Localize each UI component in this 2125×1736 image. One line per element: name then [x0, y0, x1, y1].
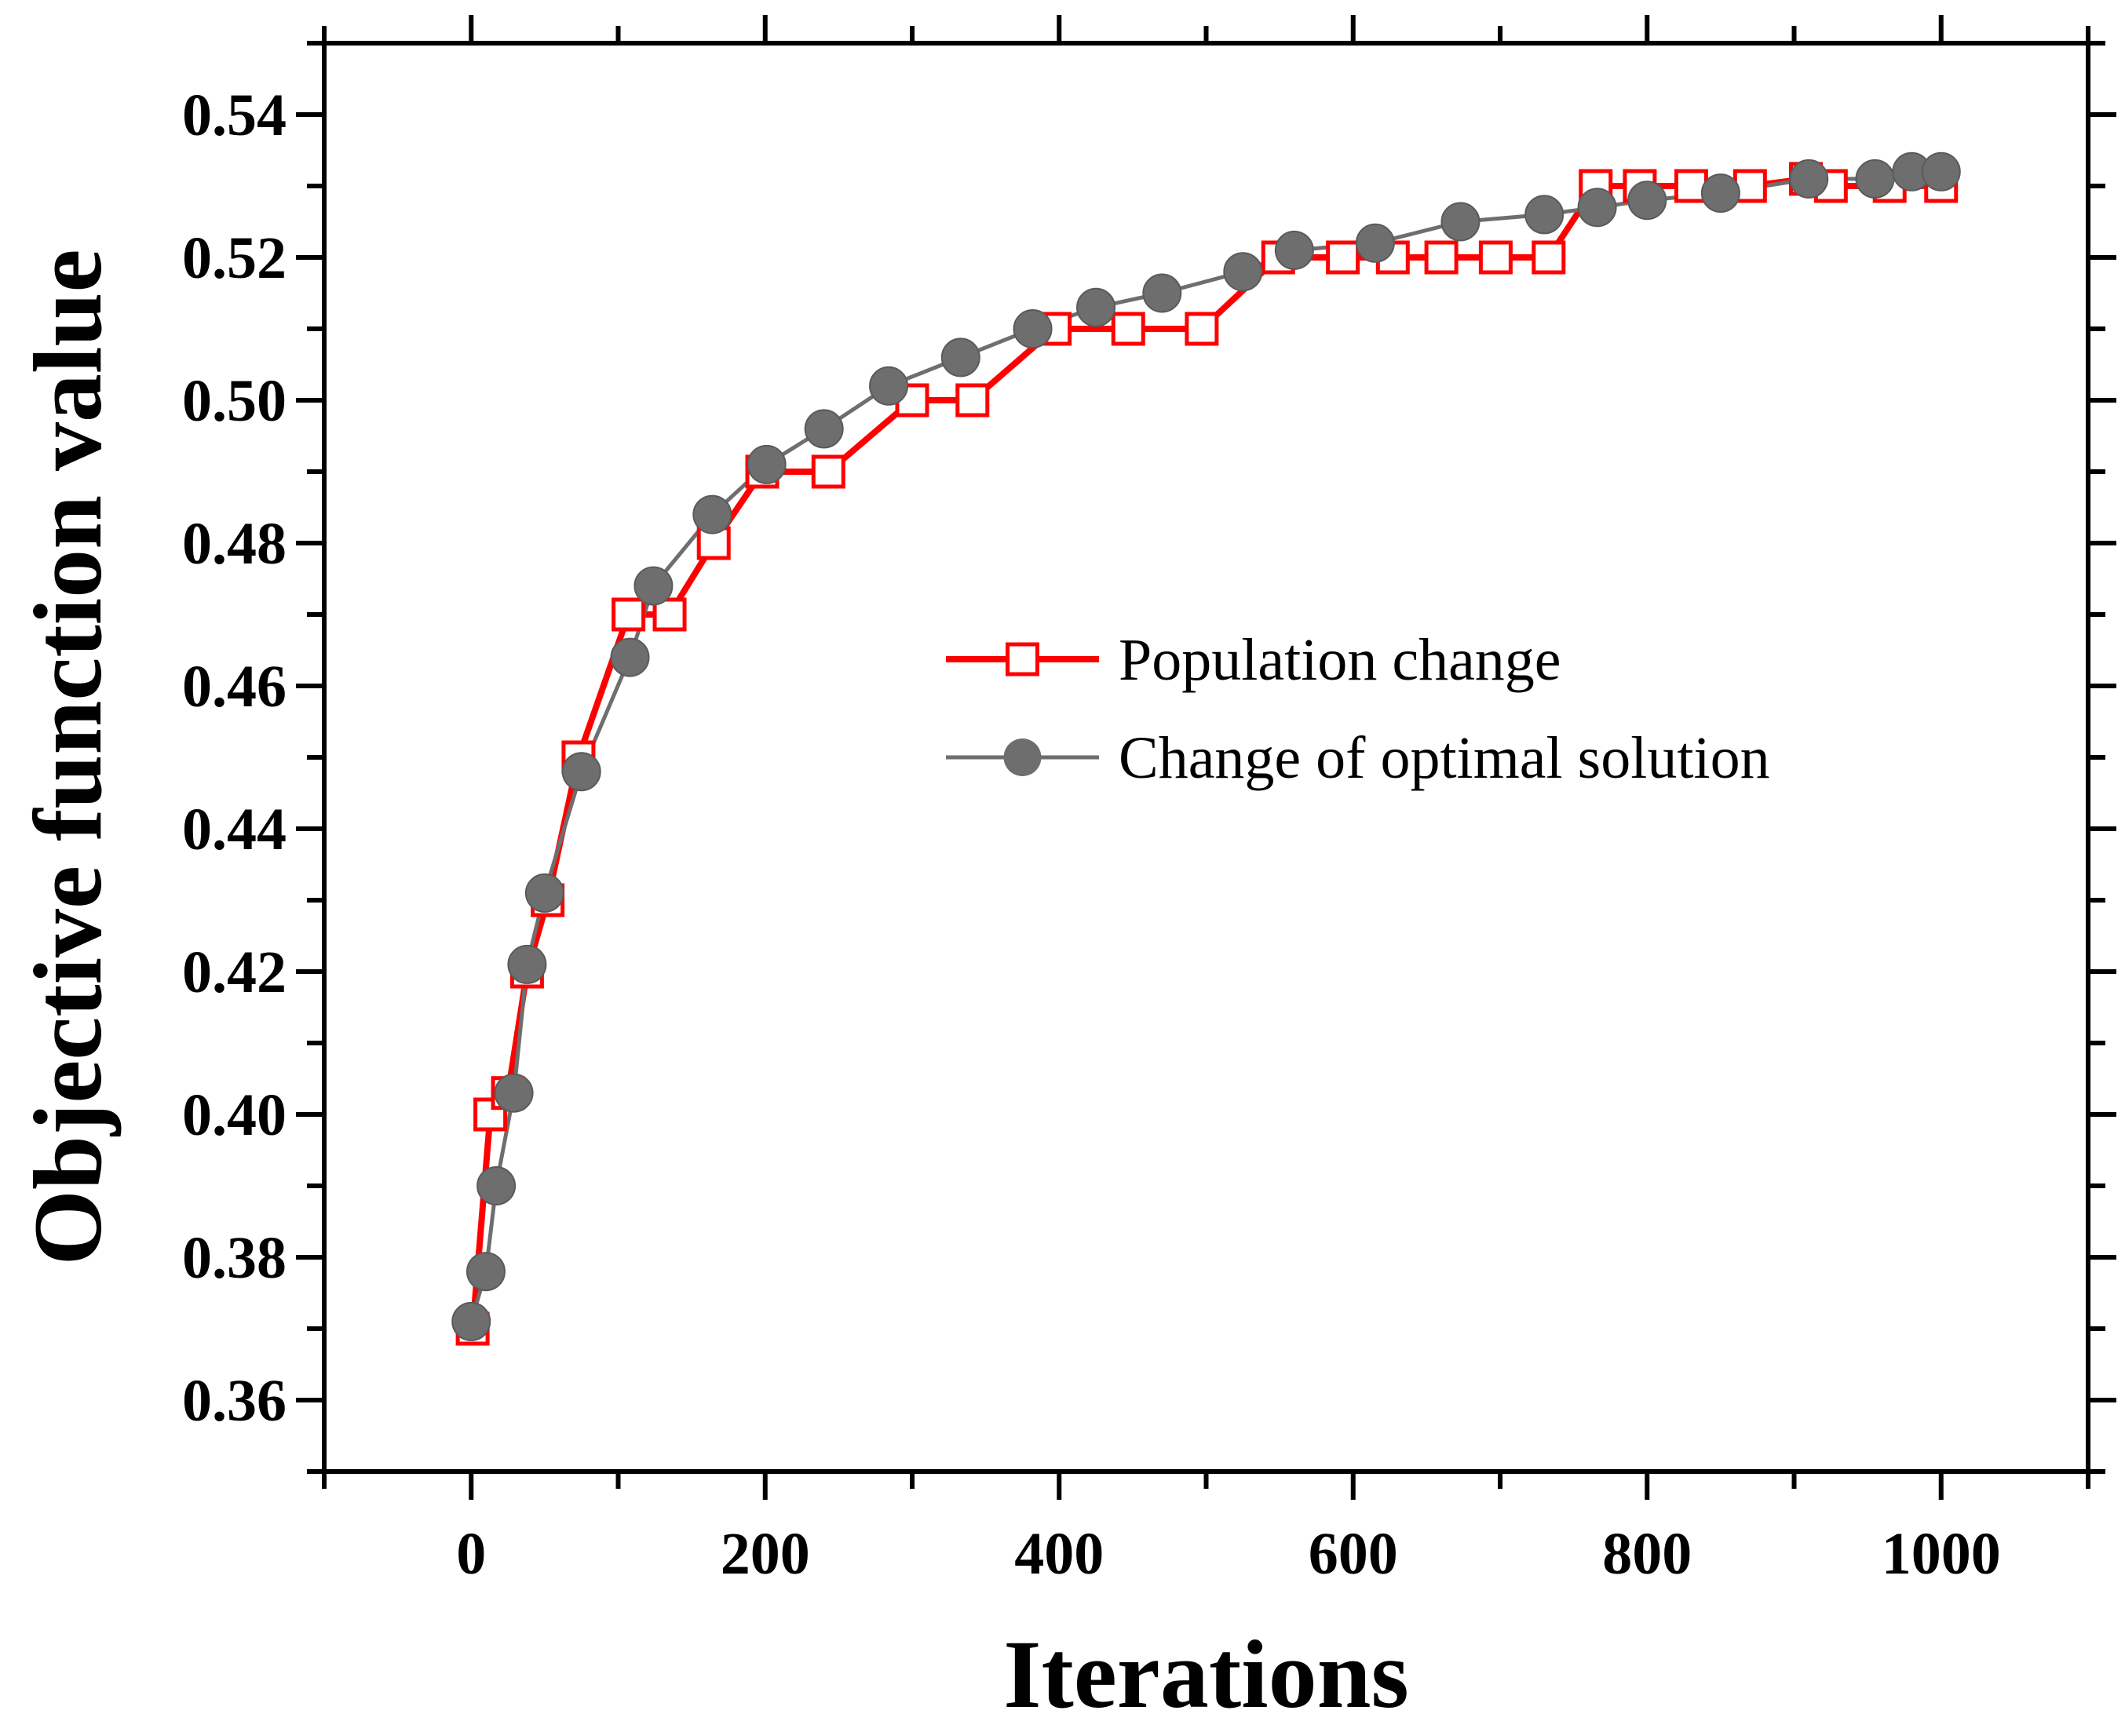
data-point-optimal-solution [494, 1073, 534, 1113]
data-point-population-change [1532, 240, 1566, 275]
x-axis-title: Iterations [1003, 1621, 1409, 1728]
data-point-population-change [1111, 312, 1145, 346]
x-tick-label: 600 [1309, 1521, 1398, 1587]
y-tick-label: 0.54 [182, 82, 287, 148]
y-axis-title: Objective function value [14, 250, 122, 1266]
data-point-population-change [811, 454, 845, 489]
data-point-optimal-solution [1142, 273, 1182, 313]
x-tick-label: 800 [1602, 1521, 1692, 1587]
legend-label-population-change: Population change [1119, 627, 1561, 693]
data-point-optimal-solution [466, 1252, 506, 1292]
data-point-population-change [1326, 240, 1360, 275]
data-point-optimal-solution [451, 1301, 491, 1341]
data-point-optimal-solution [1700, 173, 1740, 213]
data-point-optimal-solution [507, 944, 547, 984]
data-point-optimal-solution [692, 494, 732, 534]
x-tick-label: 0 [456, 1521, 486, 1587]
legend-marker-population-change [1006, 642, 1039, 677]
data-point-optimal-solution [1013, 309, 1053, 348]
y-tick-label: 0.38 [182, 1225, 287, 1291]
x-tick-label: 400 [1014, 1521, 1104, 1587]
y-tick-label: 0.36 [182, 1368, 287, 1434]
x-tick-label: 200 [721, 1521, 810, 1587]
data-point-optimal-solution [1855, 159, 1895, 199]
plot-area [451, 151, 1961, 1346]
y-tick-label: 0.46 [182, 654, 287, 720]
legend: Population change Change of optimal solut… [946, 627, 1770, 791]
data-point-optimal-solution [561, 752, 601, 792]
y-tick-label: 0.52 [182, 225, 287, 291]
data-point-optimal-solution [1921, 151, 1961, 191]
axes: 0 200 400 600 800 1000 0.36 0.38 0.40 0.42 0.44 0.4… [182, 15, 2116, 1587]
data-point-optimal-solution [1223, 252, 1263, 292]
data-point-population-change [652, 597, 687, 632]
data-point-population-change [612, 597, 646, 632]
data-point-optimal-solution [1076, 287, 1116, 327]
data-point-optimal-solution [1274, 230, 1314, 270]
data-point-optimal-solution [869, 366, 909, 406]
legend-label-optimal-solution: Change of optimal solution [1119, 725, 1770, 791]
data-point-optimal-solution [1627, 181, 1667, 221]
data-point-optimal-solution [524, 873, 564, 913]
data-point-optimal-solution [1789, 159, 1829, 199]
data-point-population-change [1732, 169, 1767, 203]
data-point-optimal-solution [747, 444, 787, 484]
data-point-optimal-solution [1355, 223, 1395, 263]
data-point-optimal-solution [1524, 195, 1565, 235]
data-point-population-change [1424, 240, 1459, 275]
data-point-optimal-solution [610, 637, 650, 677]
y-tick-label: 0.42 [182, 939, 287, 1005]
x-tick-label: 1000 [1882, 1521, 2001, 1587]
data-point-population-change [1478, 240, 1513, 275]
data-point-optimal-solution [940, 337, 980, 377]
data-point-optimal-solution [476, 1166, 517, 1205]
y-tick-label: 0.50 [182, 368, 287, 434]
data-point-population-change [955, 383, 990, 418]
data-point-optimal-solution [633, 566, 674, 606]
legend-marker-optimal-solution [1003, 739, 1042, 776]
data-point-population-change [1185, 312, 1219, 346]
y-tick-label: 0.40 [182, 1082, 287, 1148]
data-point-optimal-solution [1577, 188, 1617, 228]
data-point-optimal-solution [1440, 202, 1481, 242]
y-tick-label: 0.44 [182, 797, 287, 863]
data-point-optimal-solution [804, 409, 844, 449]
y-tick-label: 0.48 [182, 511, 287, 577]
